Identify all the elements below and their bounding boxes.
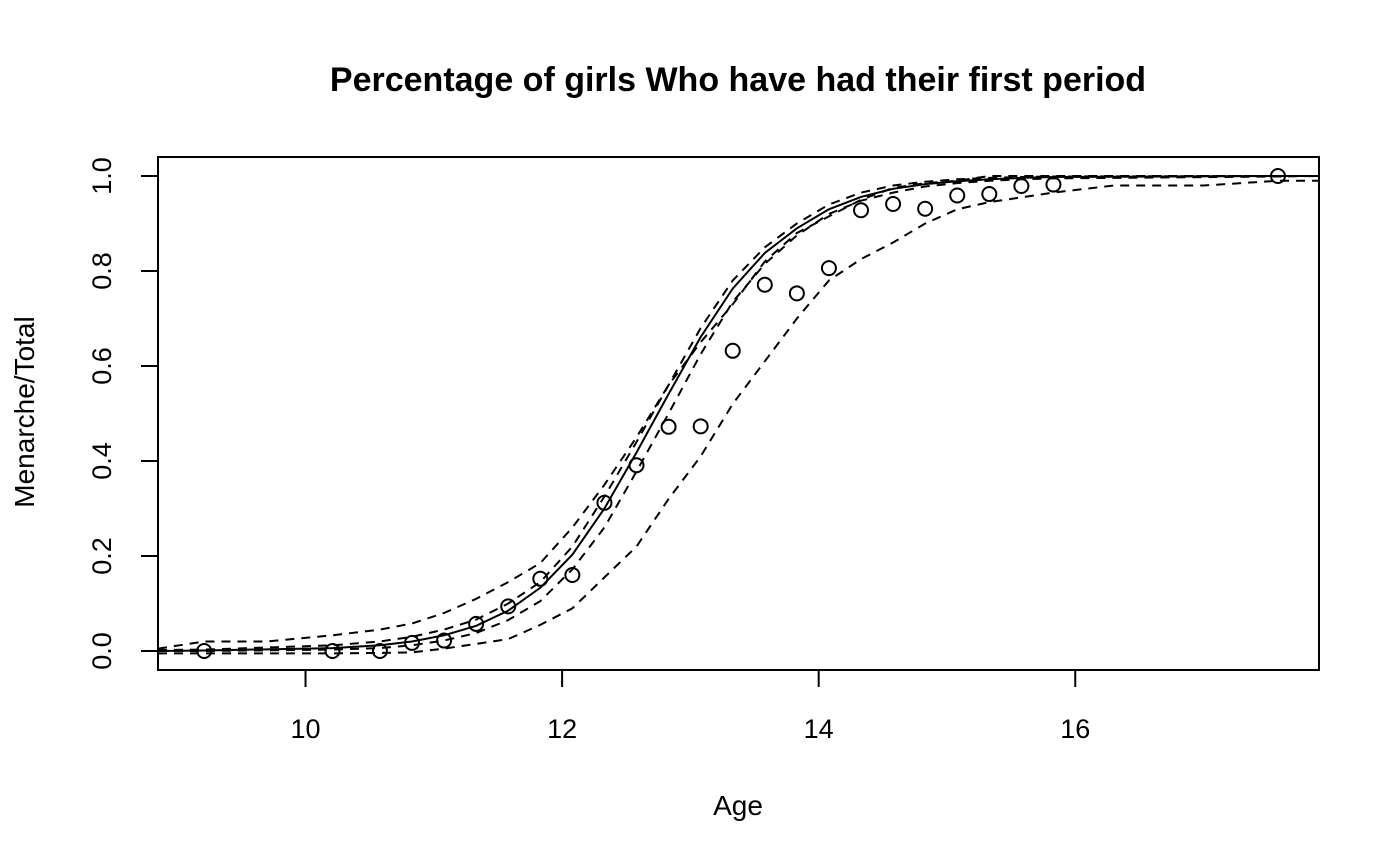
data-point	[853, 202, 870, 219]
x-axis-label: Age	[713, 790, 763, 821]
data-point	[404, 634, 421, 651]
data-point	[324, 643, 341, 659]
plot-series	[158, 175, 1319, 655]
y-tick-label: 0.4	[87, 442, 117, 480]
y-axis-label: Menarche/Total	[9, 316, 40, 507]
data-point	[596, 494, 613, 511]
data-point	[500, 598, 517, 615]
data-point	[371, 643, 388, 659]
x-tick-label: 10	[291, 714, 321, 744]
x-axis: 10 12 14 16	[291, 669, 1090, 744]
data-point	[724, 342, 741, 359]
data-point	[1269, 168, 1286, 184]
data-point	[981, 186, 998, 203]
y-tick-label: 0.0	[87, 632, 117, 670]
plot-frame	[157, 156, 1320, 671]
y-tick-label: 0.8	[87, 252, 117, 290]
x-tick-label: 14	[804, 714, 834, 744]
y-tick-label: 0.6	[87, 347, 117, 385]
confidence-band-line	[158, 179, 1319, 655]
x-tick-label: 16	[1060, 714, 1090, 744]
data-point	[1045, 176, 1062, 193]
data-points	[196, 168, 1286, 659]
data-point	[196, 643, 213, 659]
fitted-curve	[158, 175, 1319, 652]
data-point	[564, 567, 581, 583]
data-point	[917, 200, 934, 217]
data-point	[788, 285, 805, 302]
data-point	[949, 187, 966, 204]
y-tick-label: 0.2	[87, 537, 117, 575]
data-point	[756, 276, 773, 293]
data-point	[885, 196, 902, 213]
data-point	[436, 632, 453, 649]
data-point	[468, 615, 485, 632]
data-point	[1013, 177, 1030, 194]
chart-title: Percentage of girls Who have had their f…	[330, 61, 1146, 99]
data-point	[820, 260, 837, 277]
data-point	[532, 570, 549, 587]
y-axis: 0.0 0.2 0.4 0.6 0.8 1.0	[87, 157, 159, 670]
x-tick-label: 12	[547, 714, 577, 744]
data-point	[660, 418, 677, 435]
y-tick-label: 1.0	[87, 157, 117, 195]
confidence-band-line	[158, 175, 1319, 651]
data-point	[692, 418, 709, 435]
data-point	[628, 457, 645, 474]
confidence-band-line	[158, 175, 1319, 652]
confidence-band-line	[158, 175, 1319, 650]
